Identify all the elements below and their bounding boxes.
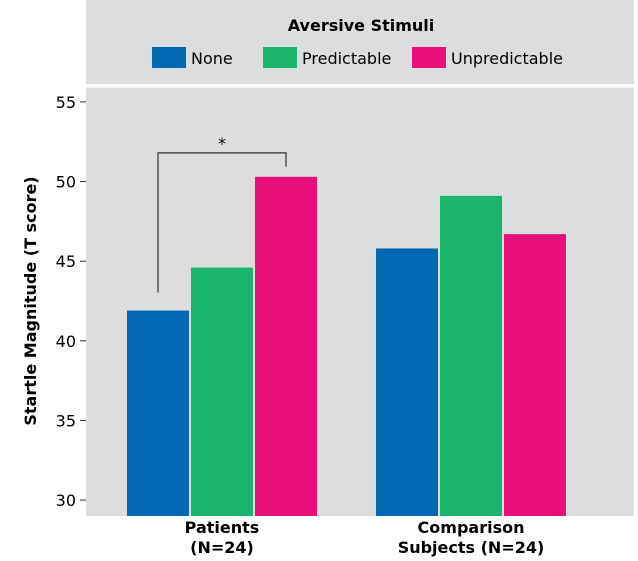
legend-title: Aversive Stimuli bbox=[288, 16, 435, 35]
legend-label-predictable: Predictable bbox=[302, 49, 391, 68]
legend-label-none: None bbox=[191, 49, 233, 68]
y-tick-label: 40 bbox=[56, 332, 76, 351]
y-tick-label: 45 bbox=[56, 252, 76, 271]
legend-swatch-predictable bbox=[263, 47, 297, 68]
y-tick-label: 30 bbox=[56, 491, 76, 510]
legend-swatch-unpredictable bbox=[412, 47, 446, 68]
significance-bracket bbox=[157, 152, 287, 293]
bar-comparison-none bbox=[376, 248, 438, 516]
legend-label-unpredictable: Unpredictable bbox=[451, 49, 563, 68]
x-category-label: Comparison bbox=[418, 518, 525, 537]
significance-marker: * bbox=[218, 134, 226, 153]
bar-patients-none bbox=[127, 310, 189, 516]
x-category-label: Patients bbox=[185, 518, 260, 537]
y-tick-label: 55 bbox=[56, 93, 76, 112]
bars bbox=[127, 176, 566, 516]
y-axis-label: Startle Magnitude (T score) bbox=[21, 176, 40, 425]
x-category-label: (N=24) bbox=[190, 538, 254, 557]
legend-swatch-none bbox=[152, 47, 186, 68]
y-tick-label: 50 bbox=[56, 173, 76, 192]
bar-patients-unpredictable bbox=[255, 176, 317, 516]
bar-patients-predictable bbox=[191, 267, 253, 516]
x-category-label: Subjects (N=24) bbox=[398, 538, 545, 557]
legend: None Predictable Unpredictable bbox=[152, 47, 563, 68]
legend-background bbox=[86, 0, 634, 84]
annotations: * bbox=[157, 134, 287, 293]
y-tick-label: 35 bbox=[56, 411, 76, 430]
bar-comparison-predictable bbox=[440, 195, 502, 516]
bar-comparison-unpredictable bbox=[504, 234, 566, 516]
y-axis: 30 35 40 45 50 55 bbox=[56, 93, 86, 510]
